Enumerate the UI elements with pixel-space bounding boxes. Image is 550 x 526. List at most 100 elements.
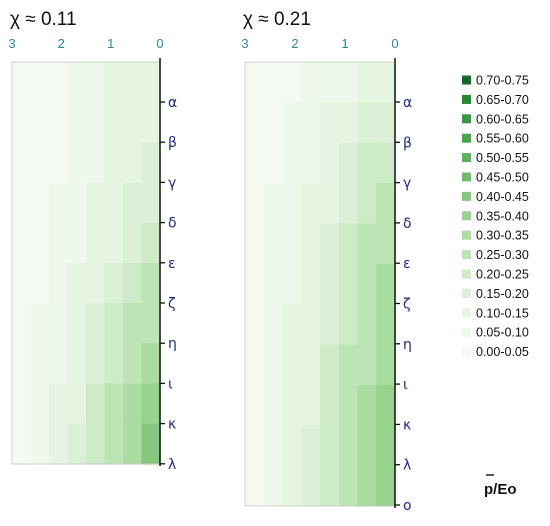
y-tick-label: η [168,336,177,352]
heatmap-cell [338,344,359,386]
heatmap-cell [30,383,50,425]
heatmap-cell [141,182,161,224]
heatmap-cell [301,425,321,467]
heatmap-cell [67,343,87,385]
heatmap-cell [376,384,396,426]
heatmap-cell [49,303,69,344]
panel-1-heatmap-cells [12,62,161,465]
heatmap-cell [104,62,124,103]
legend-swatch [462,288,471,298]
heatmap-cell [123,263,143,304]
y-tick-label: κ [403,417,411,433]
heatmap-cell [357,344,377,386]
heatmap-cell [67,182,87,224]
legend-label: 0.30-0.35 [476,229,529,243]
heatmap-cell [376,142,396,184]
heatmap-cell [376,62,396,103]
y-tick-label: κ [168,417,176,433]
heatmap-cell [86,423,106,465]
legend-label: 0.55-0.60 [476,132,529,146]
heatmap-cell [141,423,161,465]
y-tick-label: η [403,337,412,353]
heatmap-cell [141,343,161,385]
heatmap-cell [301,62,321,103]
legend-title: p/Eo [484,474,517,498]
heatmap-cell [301,142,321,184]
heatmap-cell [245,304,265,346]
heatmap-cell [67,142,87,184]
heatmap-cell [301,384,321,426]
heatmap-cell [301,223,321,265]
legend-swatch [462,347,471,357]
heatmap-cell [123,343,143,385]
heatmap-cell [123,142,143,184]
y-tick-label: β [168,135,177,151]
heatmap-cell [282,384,302,426]
heatmap-cell [376,263,396,305]
heatmap-cell [86,343,106,385]
heatmap-cell [320,223,340,265]
x-tick-label: 0 [391,36,398,51]
heatmap-cell [263,425,284,467]
heatmap-cell [123,303,143,344]
legend-swatch [462,327,471,337]
legend-label: 0.35-0.40 [476,209,529,223]
y-tick-label: ο [403,498,412,514]
heatmap-cell [263,142,284,184]
legend-label: 0.10-0.15 [476,306,529,320]
heatmap-cell [320,183,340,225]
legend-swatch [462,230,471,240]
x-tick-label: 2 [58,36,65,51]
heatmap-cell [12,102,32,143]
y-tick-label: δ [403,216,412,232]
heatmap-cell [104,102,124,143]
legend-label: 0.25-0.30 [476,248,529,262]
heatmap-cell [338,304,359,346]
heatmap-cell [49,343,69,385]
heatmap-cell [357,223,377,265]
heatmap-cell [376,223,396,265]
y-tick-label: ε [168,256,176,272]
legend-swatch [462,308,471,318]
heatmap-cell [263,344,284,386]
heatmap-cell [123,383,143,425]
panel-2: χ ≈ 0.21 3 2 1 0 α β γ δ ε ζ η ι κ λ ο [241,9,412,514]
heatmap-cell [245,183,265,225]
heatmap-cell [12,303,32,344]
y-tick-label: α [168,95,177,111]
heatmap-cell [357,142,377,184]
heatmap-cell [301,465,321,507]
heatmap-cell [263,62,284,103]
heatmap-cell [245,223,265,265]
heatmap-cell [49,383,69,425]
panel-2-y-tick-labels: α β γ δ ε ζ η ι κ λ ο [395,95,412,514]
heatmap-cell [263,465,284,507]
heatmap-cell [30,263,50,304]
heatmap-cell [301,344,321,386]
heatmap-cell [30,102,50,143]
legend-label: 0.65-0.70 [476,93,529,107]
y-tick-label: γ [403,176,411,192]
heatmap-cell [357,304,377,346]
heatmap-cell [67,423,87,465]
heatmap-cell [301,304,321,346]
heatmap-cell [357,425,377,467]
legend-label: 0.45-0.50 [476,171,529,185]
heatmap-cell [245,425,265,467]
heatmap-cell [30,423,50,465]
legend-label: 0.15-0.20 [476,287,529,301]
heatmap-cell [67,62,87,103]
heatmap-cell [49,62,69,103]
heatmap-cell [67,383,87,425]
heatmap-cell [86,62,106,103]
heatmap-cell [263,183,284,225]
heatmap-cell [338,62,359,103]
heatmap-cell [263,263,284,305]
heatmap-cell [67,222,87,264]
heatmap-cell [282,62,302,103]
heatmap-cell [141,102,161,143]
heatmap-cell [357,102,377,144]
heatmap-cell [245,344,265,386]
heatmap-cell [376,465,396,507]
legend: 0.70-0.75 0.65-0.70 0.60-0.65 0.55-0.60 0.50… [462,74,529,359]
